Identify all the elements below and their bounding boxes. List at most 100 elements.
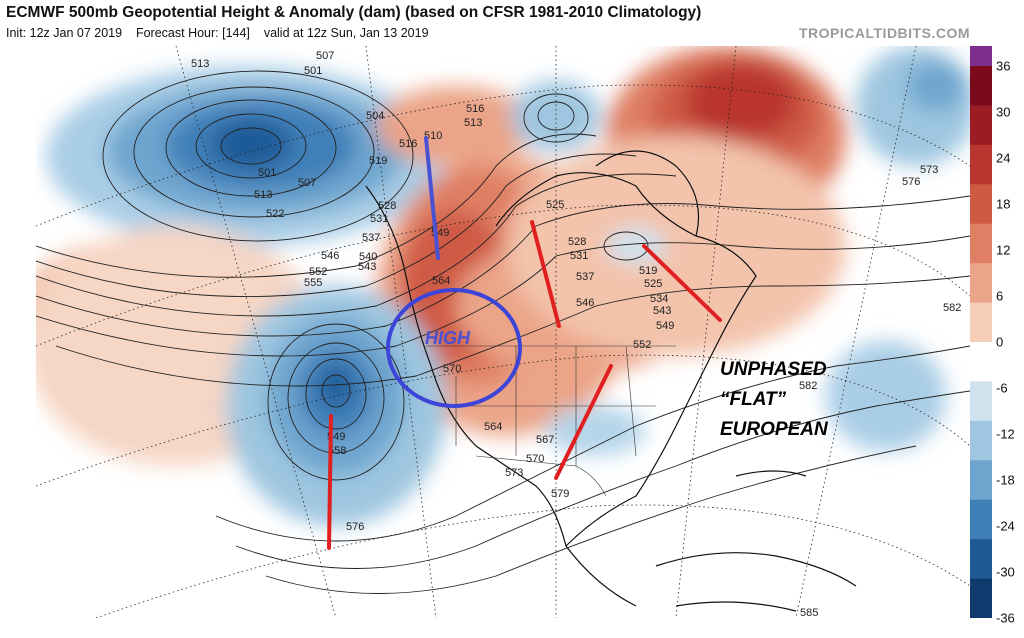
colorbar-swatch <box>970 66 992 106</box>
contour-label: 537 <box>362 232 380 244</box>
colorbar-tick-label: -6 <box>996 380 1008 396</box>
anomaly-colorbar <box>970 46 992 619</box>
colorbar-swatch <box>970 302 992 343</box>
colorbar-swatch <box>970 342 992 382</box>
contour-label: 555 <box>304 277 322 289</box>
high-label: HIGH <box>425 328 470 348</box>
flat-label: “FLAT” <box>720 389 787 410</box>
contour-label: 570 <box>443 363 461 375</box>
colorbar-tick-label: -18 <box>996 472 1015 488</box>
valid-time: valid at 12z Sun, Jan 13 2019 <box>263 26 429 40</box>
contour-label: 573 <box>920 164 938 176</box>
analysis-marks <box>327 136 722 550</box>
contour-label: 546 <box>321 250 339 262</box>
political-borders <box>426 345 676 497</box>
unphased-label: UNPHASED <box>720 359 827 380</box>
colorbar-tick-label: 0 <box>996 334 1004 350</box>
contour-label: 552 <box>309 266 327 278</box>
colorbar-swatch <box>970 539 992 580</box>
contour-label: 582 <box>943 302 961 314</box>
contour-label: 552 <box>633 339 651 351</box>
colorbar-cap <box>970 46 992 66</box>
colorbar-tick-label: 24 <box>996 150 1011 166</box>
contour-label: 528 <box>568 236 586 248</box>
contour-label: 543 <box>653 305 671 317</box>
colorbar-swatch <box>970 578 992 619</box>
contour-label: 537 <box>576 271 594 283</box>
colorbar-swatch <box>970 144 992 185</box>
contour-label: 510 <box>424 130 442 142</box>
anomaly-map: 513 507 501 504 510 516 519 516 513 528 … <box>36 46 970 618</box>
ridge-axis-line <box>424 136 440 260</box>
contour-labels: 513 507 501 504 510 516 519 516 513 528 … <box>191 50 961 618</box>
contour-label: 567 <box>536 434 554 446</box>
contour-label: 507 <box>298 177 316 189</box>
contour-label: 513 <box>191 58 209 70</box>
trough-axis-line <box>642 244 722 322</box>
high-circle <box>386 288 522 408</box>
contour-label: 570 <box>526 453 544 465</box>
colorbar-swatch <box>970 263 992 304</box>
contour-label: 549 <box>656 320 674 332</box>
contour-label: 564 <box>484 421 502 433</box>
init-time: Init: 12z Jan 07 2019 <box>6 26 123 40</box>
contour-label: 564 <box>432 275 450 287</box>
contour-label: 519 <box>639 265 657 277</box>
chart-title: ECMWF 500mb Geopotential Height & Anomal… <box>6 4 702 21</box>
contour-label: 528 <box>378 200 396 212</box>
contour-label: 531 <box>370 213 388 225</box>
colorbar-swatch <box>970 105 992 146</box>
trough-axis-line <box>530 220 561 328</box>
european-label: EUROPEAN <box>720 419 828 440</box>
colorbar-tick-label: 36 <box>996 58 1011 74</box>
contour-label: 531 <box>570 250 588 262</box>
contour-label: 513 <box>464 117 482 129</box>
contour-label: 558 <box>328 445 346 457</box>
anomaly-shading <box>36 46 970 526</box>
contour-label: 501 <box>258 167 276 179</box>
colorbar-tick-label: -30 <box>996 564 1015 580</box>
trough-axis-line <box>327 414 333 550</box>
site-watermark: TROPICALTIDBITS.COM <box>798 25 970 41</box>
contour-label: 504 <box>366 110 384 122</box>
colorbar-tick-label: 18 <box>996 196 1011 212</box>
colorbar-tick-label: 6 <box>996 288 1004 304</box>
contour-label: 576 <box>902 176 920 188</box>
contour-label: 579 <box>551 488 569 500</box>
colorbar-swatches <box>970 46 992 619</box>
graticule <box>36 46 970 618</box>
contour-label: 582 <box>799 380 817 392</box>
contour-label: 534 <box>650 293 668 305</box>
colorbar-tick-label: 30 <box>996 104 1011 120</box>
map-canvas: 513 507 501 504 510 516 519 516 513 528 … <box>36 46 970 618</box>
coastlines <box>365 150 857 612</box>
contour-label: 546 <box>576 297 594 309</box>
colorbar-swatch <box>970 460 992 501</box>
colorbar-tick-label: -12 <box>996 426 1015 442</box>
chart-subtitle: Init: 12z Jan 07 2019 Forecast Hour: [14… <box>6 26 429 40</box>
contour-label: 522 <box>266 208 284 220</box>
colorbar-tick-label: -24 <box>996 518 1015 534</box>
forecast-hour: Forecast Hour: [144] <box>135 26 250 40</box>
contour-label: 525 <box>644 278 662 290</box>
contour-label: 585 <box>800 607 818 618</box>
contour-label: 543 <box>358 261 376 273</box>
contour-label: 513 <box>254 189 272 201</box>
colorbar-swatch <box>970 184 992 225</box>
contour-label: 516 <box>399 138 417 150</box>
contour-label: 573 <box>505 467 523 479</box>
contour-label: 501 <box>304 65 322 77</box>
colorbar-tick-labels: 36 30 24 18 12 6 0 -6 -12 -18 -24 -30 -36 <box>994 46 1024 626</box>
trough-axis-line <box>554 364 613 480</box>
colorbar-swatch <box>970 223 992 264</box>
contour-label: 507 <box>316 50 334 62</box>
colorbar-tick-label: 12 <box>996 242 1011 258</box>
colorbar-swatch <box>970 420 992 461</box>
colorbar-swatch <box>970 499 992 540</box>
contour-label: 516 <box>466 103 484 115</box>
contour-label: 540 <box>359 251 377 263</box>
contour-label: 519 <box>369 155 387 167</box>
contour-label: 525 <box>546 199 564 211</box>
colorbar-tick-label: -36 <box>996 610 1015 626</box>
contour-label: 576 <box>346 521 364 533</box>
